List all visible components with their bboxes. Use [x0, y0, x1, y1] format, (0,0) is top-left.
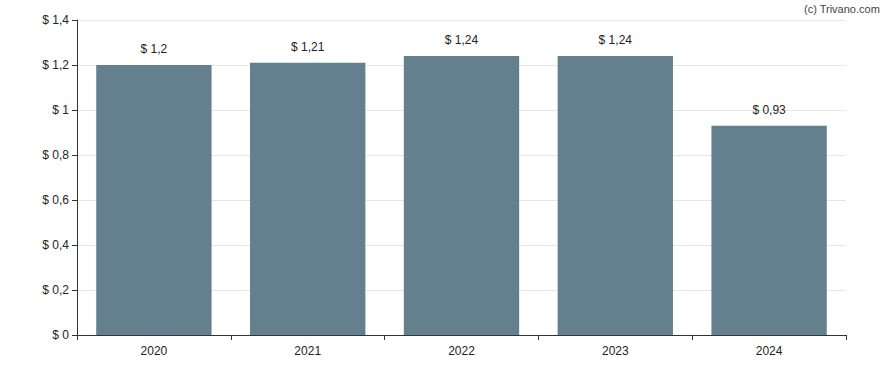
svg-text:$ 1,2: $ 1,2 — [42, 58, 69, 72]
svg-text:$ 1,24: $ 1,24 — [445, 33, 479, 47]
svg-text:2023: 2023 — [602, 344, 629, 358]
svg-text:$ 0: $ 0 — [52, 328, 69, 342]
svg-text:$ 1,2: $ 1,2 — [141, 42, 168, 56]
svg-text:$ 0,4: $ 0,4 — [42, 238, 69, 252]
svg-text:2021: 2021 — [294, 344, 321, 358]
svg-text:$ 1: $ 1 — [52, 103, 69, 117]
svg-text:$ 1,21: $ 1,21 — [291, 40, 325, 54]
svg-text:2020: 2020 — [141, 344, 168, 358]
svg-text:$ 1,4: $ 1,4 — [42, 13, 69, 27]
svg-text:$ 1,24: $ 1,24 — [599, 33, 633, 47]
svg-text:$ 0,6: $ 0,6 — [42, 193, 69, 207]
svg-text:$ 0,93: $ 0,93 — [752, 103, 786, 117]
svg-text:$ 0,8: $ 0,8 — [42, 148, 69, 162]
svg-text:(c) Trivano.com: (c) Trivano.com — [804, 3, 880, 15]
svg-text:$ 0,2: $ 0,2 — [42, 283, 69, 297]
svg-text:2024: 2024 — [756, 344, 783, 358]
svg-text:2022: 2022 — [448, 344, 475, 358]
